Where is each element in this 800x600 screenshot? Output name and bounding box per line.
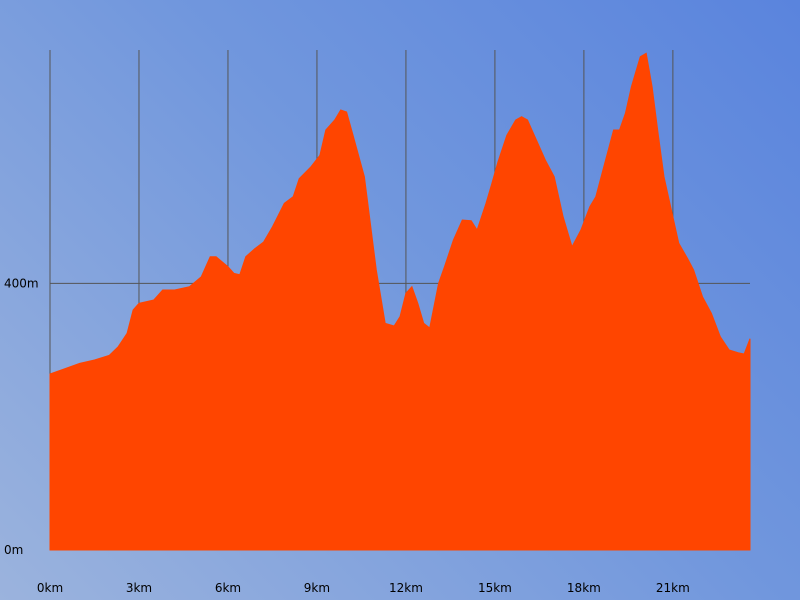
tick-labels: 0km 3km 6km 9km 12km 15km 18km 21km 0m 400m <box>4 276 690 595</box>
x-tick-label: 9km <box>304 581 330 595</box>
x-tick-label: 15km <box>478 581 512 595</box>
x-tick-label: 3km <box>126 581 152 595</box>
x-tick-label: 6km <box>215 581 241 595</box>
x-tick-label: 21km <box>656 581 690 595</box>
y-tick-label: 400m <box>4 276 39 290</box>
y-tick-label: 0m <box>4 543 23 557</box>
x-tick-label: 18km <box>567 581 601 595</box>
x-tick-label: 0km <box>37 581 63 595</box>
x-tick-label: 12km <box>389 581 423 595</box>
elevation-area <box>49 52 751 551</box>
